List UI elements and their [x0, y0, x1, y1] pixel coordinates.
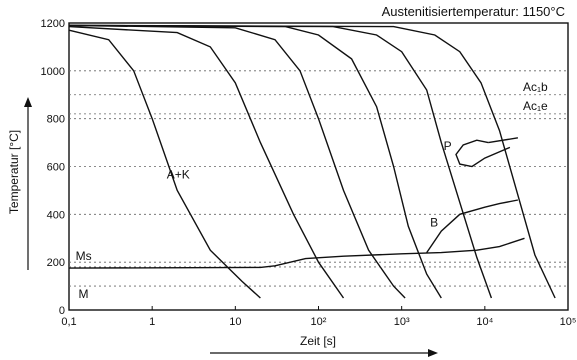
y-tick-labels: 0 200 400 600 800 1000 1200 [41, 18, 65, 317]
x-tick-labels: 0,1 1 10 10² 10³ 10⁴ 10⁵ [61, 306, 576, 328]
curve-5 [68, 24, 556, 299]
x-axis-arrow [210, 349, 438, 357]
x-tick-label-6: 10⁵ [560, 316, 577, 328]
y-tick-label-0: 0 [59, 305, 65, 317]
chart-title: Austenitisiertemperatur: 1150°C [382, 4, 565, 19]
y-tick-label-2: 400 [47, 209, 65, 221]
y-tick-label-1: 200 [47, 257, 65, 269]
region-labels: A+K P B Ms M [76, 139, 452, 301]
region-label-3: Ms [76, 249, 92, 263]
x-tick-label-0: 0,1 [61, 316, 76, 328]
y-tick-label-5: 1000 [41, 66, 65, 78]
x-tick-label-1: 1 [149, 316, 155, 328]
y-tick-label-3: 600 [47, 162, 65, 174]
curve-8 [455, 139, 511, 168]
region-label-4: M [78, 287, 88, 301]
curve-1 [68, 25, 345, 299]
ref-line-label-0: Ac₁b [523, 80, 548, 94]
x-tick-label-2: 10 [229, 316, 241, 328]
x-tick-label-3: 10² [311, 316, 327, 328]
ref-line-label-1: Ac₁e [523, 99, 548, 113]
curve-2 [68, 24, 406, 299]
region-label-1: P [444, 139, 452, 153]
plot-frame [68, 22, 569, 311]
curve-7 [426, 199, 519, 253]
y-tick-label-4: 800 [47, 114, 65, 126]
reference-lines: Ac₁b Ac₁e [69, 80, 568, 287]
curve-0 [68, 29, 261, 299]
curve-4 [68, 24, 493, 299]
x-tick-label-4: 10³ [394, 316, 410, 328]
y-tick-label-6: 1200 [41, 18, 65, 30]
x-tick-label-5: 10⁴ [476, 316, 493, 328]
y-axis-arrow [24, 97, 32, 270]
region-label-0: A+K [167, 167, 190, 181]
region-label-2: B [430, 215, 438, 229]
grid-lines [69, 70, 568, 263]
curves [68, 24, 556, 299]
curve-6 [68, 237, 525, 269]
y-axis-label: Temperatur [°C] [7, 130, 21, 214]
x-axis-label: Zeit [s] [300, 334, 336, 348]
curve-9 [488, 137, 519, 144]
curve-3 [68, 24, 442, 299]
